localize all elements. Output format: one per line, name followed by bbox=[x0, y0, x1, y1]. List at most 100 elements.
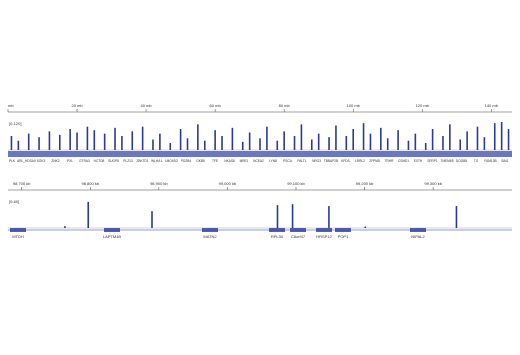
coverage-bar bbox=[328, 137, 330, 150]
ruler-tick-label: 99,300 kb bbox=[424, 181, 442, 186]
ruler-tick-label: 99,100 kb bbox=[287, 181, 305, 186]
gene-label: NRG3 bbox=[312, 159, 321, 163]
coverage-bar bbox=[241, 141, 244, 150]
coverage-bar bbox=[27, 133, 30, 150]
coverage-bar bbox=[86, 126, 89, 150]
coverage-bar bbox=[103, 133, 106, 150]
coverage-bar bbox=[483, 137, 486, 150]
gene-density bbox=[8, 151, 512, 157]
coverage-bar bbox=[114, 127, 116, 150]
gene-label: TMEM65 bbox=[441, 159, 454, 163]
ruler-tick-label: 120 mb bbox=[416, 103, 430, 108]
coverage-bar bbox=[159, 133, 161, 150]
gene-label: ARL_HDSAX bbox=[17, 159, 37, 163]
coverage-bar bbox=[291, 204, 294, 228]
coverage-bar bbox=[459, 139, 462, 150]
gene-exons bbox=[335, 228, 351, 232]
gene-exons bbox=[104, 228, 120, 232]
coverage-bar bbox=[493, 123, 496, 150]
ruler-tick-label: mb bbox=[8, 103, 14, 108]
coverage-bar bbox=[300, 124, 303, 150]
coverage-bar bbox=[231, 127, 234, 150]
coverage-bar bbox=[328, 206, 330, 228]
gene-exons bbox=[202, 228, 218, 232]
gene-label: PLZ13 bbox=[123, 159, 133, 163]
coverage-bar bbox=[500, 122, 503, 150]
gene-label: TRHR bbox=[385, 159, 395, 163]
coverage-bar bbox=[58, 134, 61, 150]
gene-label: PSCA bbox=[283, 159, 293, 163]
coverage-bar bbox=[179, 129, 182, 150]
gene-label: KFDS bbox=[341, 159, 350, 163]
coverage-bar bbox=[507, 129, 510, 150]
gene-label: BAI1 bbox=[502, 159, 509, 163]
coverage-bar bbox=[345, 136, 348, 150]
gene-label: PALTL bbox=[297, 159, 306, 163]
coverage-bar bbox=[397, 130, 399, 150]
coverage-bar bbox=[352, 129, 355, 150]
gene-label: NKAS8 bbox=[224, 159, 235, 163]
gene-label: GTRA3 bbox=[79, 159, 90, 163]
gene-label: ZFPM8 bbox=[369, 159, 380, 163]
coverage-bar bbox=[310, 139, 313, 150]
gene-label: TFE bbox=[212, 159, 218, 163]
gene-label: HRSP12 bbox=[316, 234, 332, 239]
coverage-bar bbox=[141, 126, 144, 150]
coverage-bar bbox=[248, 132, 251, 150]
coverage-bar bbox=[48, 131, 51, 150]
gene-label: SGK3 bbox=[37, 159, 46, 163]
ruler-tick-label: 20 mb bbox=[71, 103, 83, 108]
ruler-tick-label: 80 mb bbox=[279, 103, 291, 108]
gene-label: NCEA2 bbox=[253, 159, 264, 163]
gene-label: GKB5 bbox=[196, 159, 205, 163]
coverage-bar bbox=[76, 132, 78, 150]
gene-label: PDZB4 bbox=[181, 159, 192, 163]
coverage-bar bbox=[476, 126, 479, 150]
gene-label: SFRP1 bbox=[427, 159, 438, 163]
coverage-bar bbox=[276, 140, 279, 150]
coverage-bar bbox=[69, 129, 71, 150]
gene-exons bbox=[410, 228, 426, 232]
gene-label: PLK bbox=[9, 159, 16, 163]
coverage-bar bbox=[151, 211, 153, 228]
coverage-bar bbox=[221, 136, 223, 150]
ruler-tick-label: 98,900 kb bbox=[150, 181, 168, 186]
coverage-bar bbox=[214, 130, 216, 150]
coverage-bar bbox=[414, 133, 417, 150]
coverage-bar bbox=[466, 131, 468, 150]
range-label: [0-60] bbox=[9, 199, 19, 204]
coverage-bar bbox=[38, 137, 40, 150]
gene-label: FAM13B bbox=[484, 159, 496, 163]
ruler-tick-label: 99,200 kb bbox=[356, 181, 374, 186]
ruler-tick-label: 40 mb bbox=[141, 103, 153, 108]
coverage-bar bbox=[455, 206, 458, 228]
coverage-bar bbox=[364, 226, 367, 228]
gene-label: LYN8 bbox=[269, 159, 277, 163]
coverage-bar bbox=[442, 136, 444, 150]
coverage-bar bbox=[293, 136, 296, 150]
coverage-bar bbox=[283, 131, 285, 150]
coverage-bar bbox=[259, 138, 261, 150]
ruler-tick-label: 140 mb bbox=[485, 103, 499, 108]
coverage-bar bbox=[276, 205, 279, 228]
ruler-tick-label: 99,000 kb bbox=[219, 181, 237, 186]
coverage-bar bbox=[386, 138, 389, 150]
gene-label: POP1 bbox=[338, 234, 349, 239]
coverage-bar bbox=[10, 136, 13, 150]
coverage-bar bbox=[317, 133, 320, 150]
coverage-bar bbox=[93, 130, 96, 150]
gene-label: EXTH bbox=[414, 159, 423, 163]
coverage-bar bbox=[431, 129, 434, 150]
coverage-bar bbox=[266, 126, 268, 150]
coverage-bar bbox=[380, 127, 382, 150]
coverage-bar bbox=[186, 138, 189, 150]
gene-label: ZBKTD1 bbox=[136, 159, 148, 163]
ruler-tick-label: 60 mb bbox=[210, 103, 222, 108]
gene-label: HCTD8 bbox=[94, 159, 105, 163]
gene-label: TBBAP2B bbox=[324, 159, 338, 163]
range-label: [0-120] bbox=[9, 121, 21, 126]
gene-exons bbox=[290, 228, 306, 232]
gene-label: LAPTM4B bbox=[103, 234, 122, 239]
